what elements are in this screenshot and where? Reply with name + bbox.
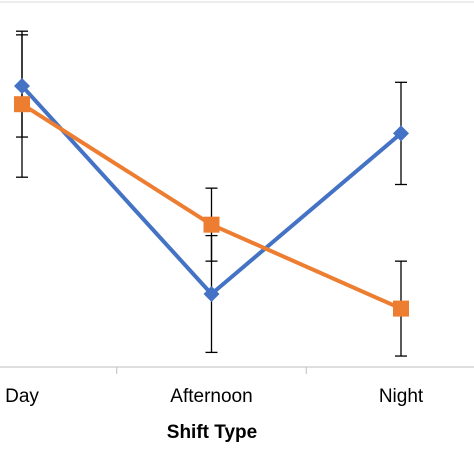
marker [393,125,409,142]
marker [393,300,409,317]
marker [203,286,220,302]
marker [14,77,30,94]
marker [203,216,220,233]
x-axis-title: Shift Type [167,422,257,443]
marker [14,96,30,113]
x-tick-label: Afternoon [170,386,252,407]
x-tick-label: Day [5,386,39,407]
x-tick-label: Night [379,386,424,407]
